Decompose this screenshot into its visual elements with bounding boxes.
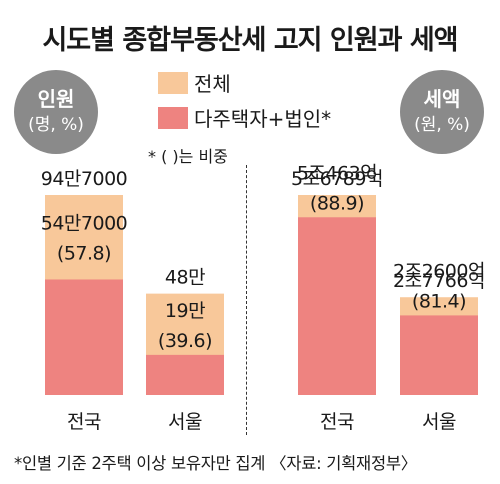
count-label-share-0: (57.8) <box>57 242 111 264</box>
badge-count-line2: (명, %) <box>28 115 84 135</box>
legend-total: 전체 <box>158 68 231 97</box>
badge-amount-line2: (원, %) <box>414 115 470 135</box>
amount-bar-multi-1 <box>400 315 478 395</box>
amount-category-1: 서울 <box>422 411 456 433</box>
count-bar-multi-1 <box>146 354 224 395</box>
legend-multi: 다주택자+법인* <box>158 103 331 132</box>
footer-note: *인별 기준 2주택 이상 보유자만 집계 〈자료: 기획재정부〉 <box>14 454 417 473</box>
amount-category-0: 전국 <box>320 411 354 433</box>
count-label-multi-0: 54만7000 <box>41 212 128 234</box>
badge-amount-line1: 세액 <box>423 87 461 111</box>
badge-amount: 세액 (원, %) <box>400 70 484 154</box>
count-label-total-1: 48만 <box>165 267 205 289</box>
chart-title: 시도별 종합부동산세 고지 인원과 세액 <box>42 25 458 56</box>
amount-label-share-1: (81.4) <box>412 290 466 312</box>
legend-total-swatch <box>158 71 188 94</box>
count-category-1: 서울 <box>168 411 202 433</box>
count-label-share-1: (39.6) <box>158 330 212 352</box>
amount-label-multi-0: 5조463억 <box>297 162 377 184</box>
amount-bar-multi-0 <box>298 217 376 395</box>
count-label-multi-1: 19만 <box>165 300 205 322</box>
badge-count: 인원 (명, %) <box>14 70 98 154</box>
count-label-total-0: 94만7000 <box>41 168 128 190</box>
amount-label-share-0: (88.9) <box>310 192 364 214</box>
count-bar-multi-0 <box>45 279 123 395</box>
legend-multi-label: 다주택자+법인* <box>194 107 332 131</box>
amount-label-total-1: 2조7766억 <box>393 270 485 292</box>
legend-total-label: 전체 <box>194 72 231 96</box>
badge-count-line1: 인원 <box>37 87 75 111</box>
panel-divider <box>246 165 247 435</box>
legend-multi-swatch <box>158 106 188 129</box>
amount-label-multi-1: 2조2600억 <box>393 260 485 282</box>
share-note: * ( )는 비중 <box>148 147 228 166</box>
amount-label-total-0: 5조6789억 <box>291 168 383 190</box>
count-category-0: 전국 <box>67 411 101 433</box>
